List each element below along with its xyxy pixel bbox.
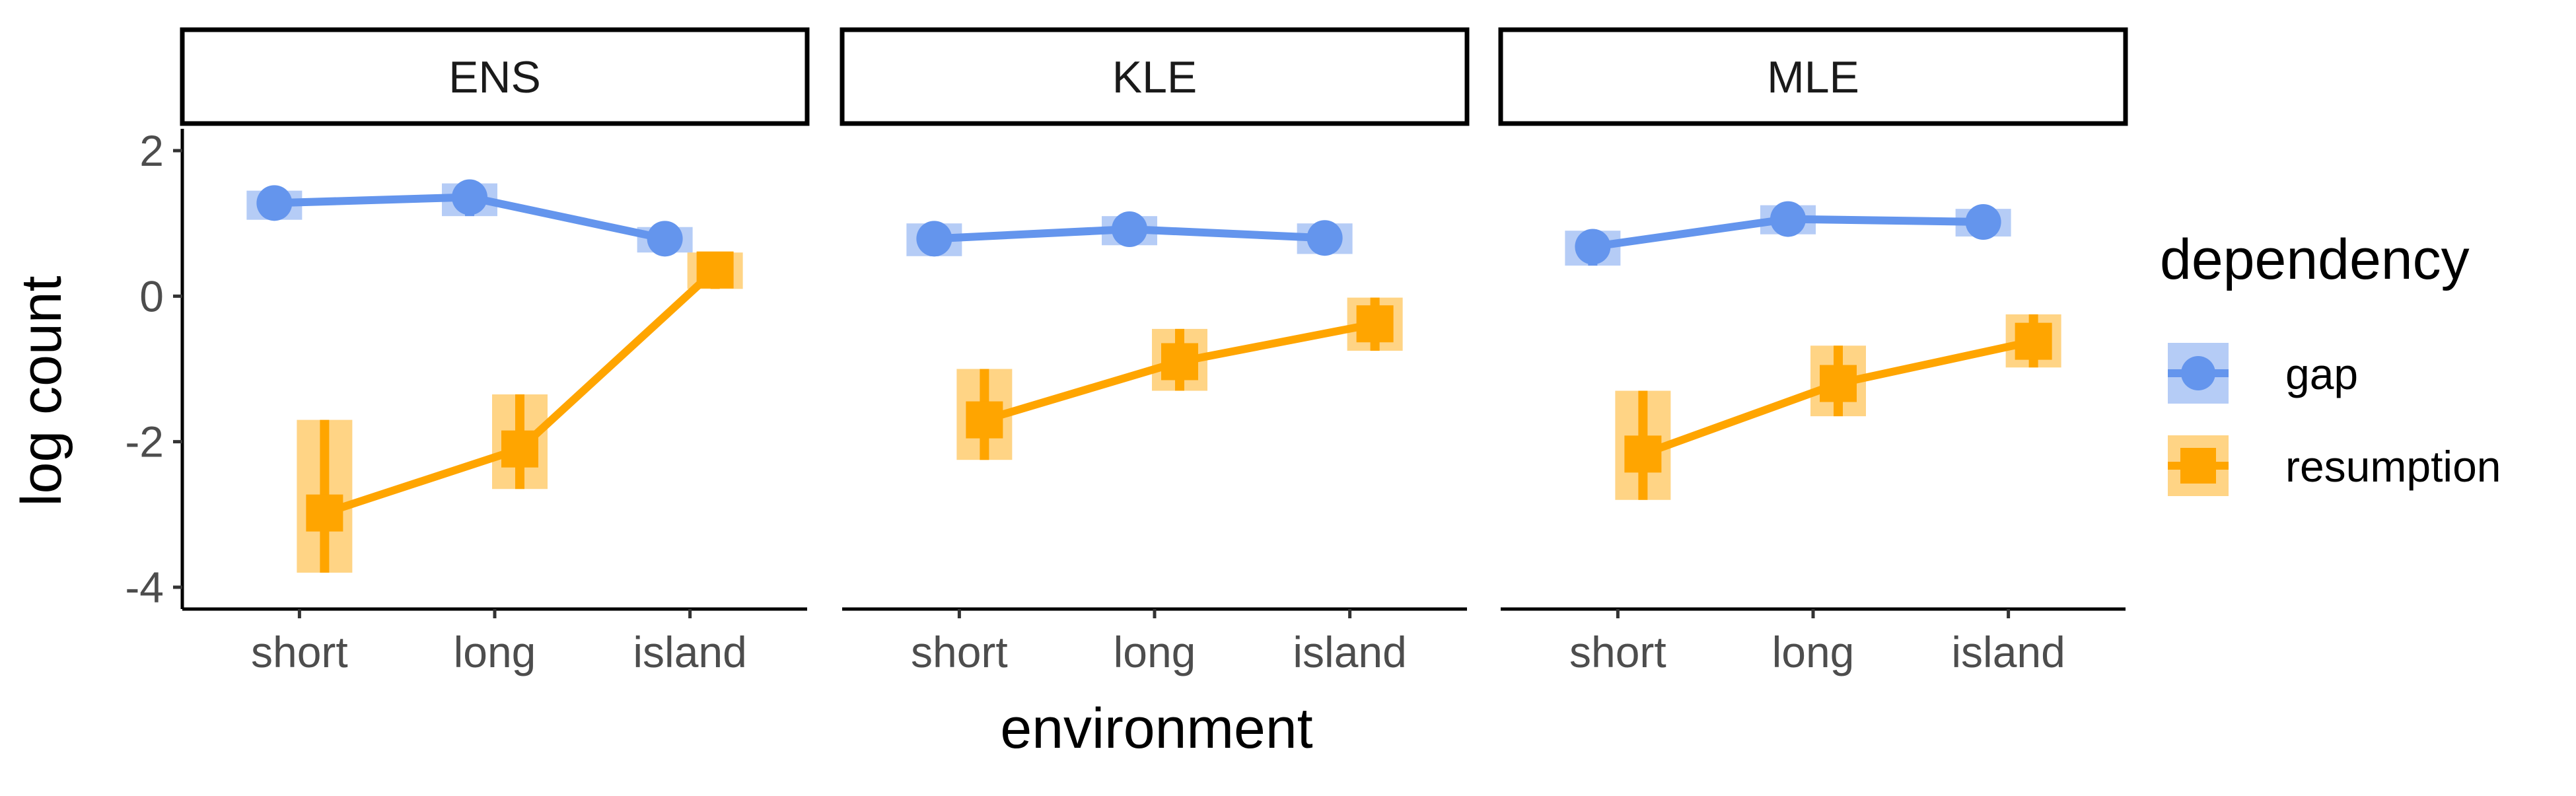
data-point-resumption <box>306 494 343 532</box>
facet-strip-label: KLE <box>1112 52 1198 102</box>
x-tick-label: short <box>251 628 348 676</box>
series-resumption-kle <box>956 297 1403 460</box>
data-point-gap <box>1575 229 1611 265</box>
x-tick-label: island <box>1293 628 1406 676</box>
legend-label-gap: gap <box>2285 349 2358 398</box>
y-tick-label: 2 <box>139 126 164 175</box>
x-tick-label: long <box>1772 628 1855 676</box>
facet-strip-mle <box>1498 27 2128 126</box>
legend-key-marker <box>2181 356 2215 390</box>
data-point-resumption <box>1161 343 1198 380</box>
data-point-gap <box>916 221 952 257</box>
legend-key-marker <box>2180 448 2216 484</box>
series-gap-ens <box>246 179 693 257</box>
data-point-resumption <box>501 430 538 468</box>
y-tick-label: 0 <box>139 271 164 320</box>
data-point-resumption <box>966 401 1003 439</box>
x-tick-label: long <box>1114 628 1196 676</box>
series-resumption-ens <box>297 251 743 573</box>
x-tick-label: island <box>633 628 746 676</box>
y-axis-title: log count <box>10 275 73 506</box>
data-point-resumption <box>696 251 734 289</box>
data-point-gap <box>452 179 487 215</box>
series-gap-kle <box>906 211 1353 257</box>
legend-title: dependency <box>2160 228 2470 291</box>
series-gap-mle <box>1565 201 2011 266</box>
facet-strip-label: ENS <box>448 52 541 102</box>
data-point-gap <box>1965 203 2001 240</box>
facet-strip-label: MLE <box>1767 52 1859 102</box>
x-tick-label: short <box>1569 628 1666 676</box>
data-point-resumption <box>1624 435 1662 473</box>
data-point-gap <box>1306 220 1343 256</box>
x-tick-label: short <box>911 628 1008 676</box>
x-tick-label: long <box>454 628 536 676</box>
legend-label-resumption: resumption <box>2285 442 2501 491</box>
legend-item-resumption: resumption <box>2168 435 2501 496</box>
legend-item-gap: gap <box>2168 343 2358 404</box>
facet-strip-ens <box>180 27 810 126</box>
data-point-gap <box>256 185 293 221</box>
data-point-gap <box>1112 211 1147 248</box>
y-tick-label: -2 <box>125 417 164 466</box>
data-point-resumption <box>1356 305 1394 343</box>
data-point-gap <box>1770 201 1806 237</box>
facet-strip-kle <box>840 27 1470 126</box>
data-point-gap <box>647 221 683 257</box>
data-point-resumption <box>1820 365 1857 402</box>
x-tick-label: island <box>1951 628 2065 676</box>
series-resumption-mle <box>1615 314 2061 500</box>
y-tick-label: -4 <box>125 563 164 612</box>
data-point-resumption <box>2015 322 2052 360</box>
x-axis-title: environment <box>1000 697 1312 760</box>
